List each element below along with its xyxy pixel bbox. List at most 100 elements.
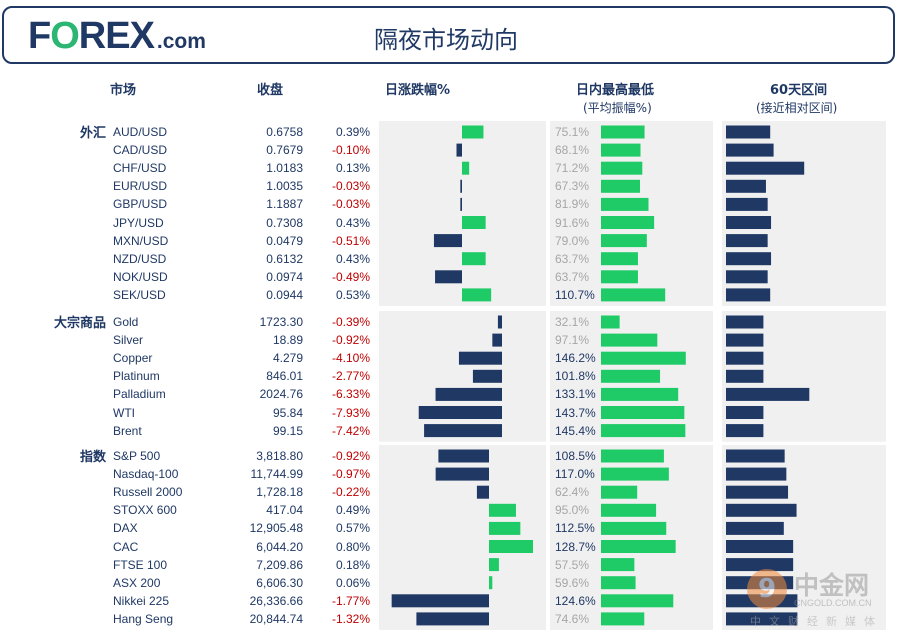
group-label-fx: 外汇 [79, 126, 106, 141]
intraday-bar [601, 252, 638, 266]
intraday-value: 95.0% [555, 503, 590, 518]
change-bar [462, 161, 470, 175]
change-value: -0.39% [331, 315, 370, 329]
range60-bar [726, 270, 768, 284]
close-value: 7,209.86 [256, 557, 303, 572]
intraday-bar [601, 485, 638, 499]
change-bar [489, 576, 493, 590]
group-label-indices: 指数 [79, 450, 106, 465]
change-bar [435, 270, 462, 284]
close-value: 1,728.18 [256, 485, 303, 500]
change-bar [476, 485, 489, 499]
range60-bar [726, 161, 805, 175]
intraday-bar [601, 558, 635, 572]
intraday-value: 128.7% [555, 539, 596, 554]
intraday-value: 59.6% [555, 575, 590, 590]
market-name: Platinum [113, 369, 160, 384]
market-name: SEK/USD [113, 287, 166, 302]
group-label-commodities: 大宗商品 [53, 316, 106, 331]
range60-bar [726, 216, 772, 229]
intraday-value: 146.2% [555, 351, 596, 366]
close-value: 26,336.66 [249, 593, 303, 608]
intraday-value: 124.6% [555, 593, 596, 608]
change-value: -0.10% [331, 143, 370, 158]
intraday-value: 57.5% [555, 557, 590, 572]
header-box: FOREX .com 隔夜市场动向 [2, 6, 895, 64]
intraday-value: 91.6% [555, 215, 590, 230]
change-value: 0.57% [335, 521, 370, 536]
intraday-bar [601, 467, 669, 481]
change-bar [462, 125, 484, 139]
market-name: MXN/USD [113, 233, 169, 248]
close-value: 3,818.80 [256, 449, 303, 463]
market-name: CAD/USD [113, 143, 168, 158]
intraday-value: 75.1% [555, 125, 590, 139]
watermark-url: CNGOLD.COM.CN [794, 598, 872, 608]
intraday-value: 145.4% [555, 423, 596, 438]
intraday-value: 71.2% [555, 161, 590, 176]
market-name: JPY/USD [113, 215, 164, 230]
range60-bar [726, 288, 771, 302]
range60-bar [726, 333, 764, 347]
change-value: 0.39% [335, 125, 370, 139]
close-value: 6,606.30 [256, 575, 303, 590]
column-header-range60: 60天区间 [770, 83, 828, 98]
change-value: -1.77% [331, 593, 370, 608]
change-value: -7.42% [331, 423, 370, 438]
intraday-bar [601, 351, 686, 365]
intraday-value: 63.7% [555, 251, 590, 266]
close-value: 0.0974 [266, 269, 303, 284]
market-name: CHF/USD [113, 161, 167, 176]
market-name: Brent [113, 423, 142, 438]
intraday-value: 67.3% [555, 179, 590, 194]
change-bar [497, 315, 502, 329]
intraday-value: 112.5% [555, 521, 595, 536]
market-name: WTI [113, 405, 135, 420]
change-value: 0.43% [335, 215, 370, 230]
change-bar [458, 351, 502, 365]
intraday-value: 101.8% [555, 369, 596, 384]
change-value: 0.18% [335, 557, 370, 572]
intraday-bar [601, 387, 679, 401]
intraday-bar [601, 369, 661, 383]
change-value: -2.77% [331, 369, 370, 384]
range60-bar [726, 485, 789, 499]
market-name: Nasdaq-100 [113, 467, 179, 482]
close-value: 417.04 [266, 503, 303, 518]
watermark-name: 中金网 [794, 571, 870, 600]
range60-bar [726, 197, 768, 211]
close-value: 0.0479 [266, 233, 303, 248]
panel-commodities-0 [379, 311, 546, 442]
intraday-bar [601, 125, 645, 139]
close-value: 1723.30 [259, 315, 303, 329]
intraday-value: 110.7% [555, 287, 595, 302]
change-bar [489, 503, 516, 517]
intraday-bar [601, 424, 686, 438]
forex-logo: FOREX .com [28, 15, 206, 59]
change-value: -0.03% [331, 197, 370, 212]
close-value: 11,744.99 [250, 467, 304, 482]
market-name: Palladium [113, 387, 166, 402]
range60-bar [726, 467, 787, 481]
range60-bar [726, 424, 764, 438]
range60-bar [726, 315, 764, 329]
watermark-subtitle: 中文财经新媒体 [750, 615, 883, 628]
close-value: 95.84 [272, 405, 303, 420]
intraday-bar [601, 521, 667, 535]
intraday-value: 117.0% [555, 467, 595, 482]
intraday-bar [601, 234, 647, 248]
intraday-bar [601, 288, 666, 302]
intraday-bar [601, 143, 641, 157]
change-bar [462, 216, 486, 229]
intraday-bar [601, 449, 664, 463]
intraday-bar [601, 161, 643, 175]
change-bar [462, 288, 492, 302]
intraday-bar [601, 333, 658, 347]
change-bar [433, 234, 462, 248]
change-bar [424, 424, 502, 438]
range60-bar [726, 369, 764, 383]
change-value: 0.13% [335, 161, 370, 176]
market-name: NOK/USD [113, 269, 168, 284]
change-bar [416, 612, 489, 626]
